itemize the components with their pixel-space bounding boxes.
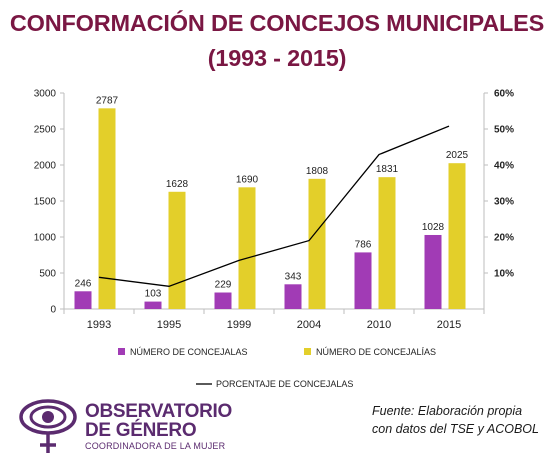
y-left-tick-label: 1000 (34, 233, 57, 244)
bar-concejalas (284, 284, 302, 309)
y-right-tick-label: 40% (494, 161, 514, 172)
data-label-concejalias: 1808 (306, 166, 329, 177)
source-note: Fuente: Elaboración propia con datos del… (372, 402, 542, 438)
line-porcentaje (98, 125, 450, 287)
x-tick-label: 1993 (87, 319, 111, 328)
data-label-concejalias: 1831 (376, 164, 399, 175)
y-right-tick-label: 50% (494, 125, 514, 136)
bar-concejalias (238, 187, 256, 309)
legend-label-concejalias: NÚMERO DE CONCEJALÍAS (316, 347, 436, 357)
x-tick-label: 1995 (157, 319, 181, 328)
observatorio-logo: OBSERVATORIO DE GÉNERO COORDINADORA DE L… (18, 397, 268, 457)
source-line-2: con datos del TSE y ACOBOL (372, 422, 539, 436)
data-label-concejalas: 229 (215, 280, 232, 291)
bar-concejalas (354, 252, 372, 309)
x-tick-label: 2015 (437, 319, 461, 328)
y-left-tick-label: 2000 (34, 161, 57, 172)
x-tick-label: 2010 (367, 319, 391, 328)
logo-line-3: COORDINADORA DE LA MUJER (85, 441, 226, 451)
data-label-concejalias: 1628 (166, 179, 189, 190)
chart-legend: NÚMERO DE CONCEJALAS NÚMERO DE CONCEJALÍA… (118, 347, 436, 389)
data-label-concejalas: 246 (75, 278, 92, 289)
logo-line-2: DE GÉNERO (85, 420, 197, 441)
data-label-concejalas: 103 (145, 289, 162, 300)
chart-subtitle: (1993 - 2015) (207, 45, 347, 71)
data-label-concejalias: 1690 (236, 174, 259, 185)
legend-label-concejalas: NÚMERO DE CONCEJALAS (130, 347, 248, 357)
logo-line-1: OBSERVATORIO (85, 401, 233, 422)
source-line-1: Fuente: Elaboración propia (372, 404, 523, 418)
eye-venus-logo-icon (19, 399, 77, 453)
data-label-concejalas: 786 (355, 239, 372, 250)
y-left-tick-label: 0 (50, 305, 56, 316)
y-right-tick-label: 10% (494, 269, 514, 280)
y-right-tick-label: 20% (494, 233, 514, 244)
bar-concejalias (308, 178, 326, 309)
combo-chart: 0 500 1000 1500 2000 2500 3000 10% 20% 30% 40% 50% 6… (34, 89, 514, 332)
y-right-tick-label: 60% (494, 89, 514, 100)
y-right-tick-label: 30% (494, 197, 514, 208)
data-label-concejalas: 1028 (422, 222, 445, 233)
bar-concejalas (214, 292, 232, 309)
chart-title: CONFORMACIÓN DE CONCEJOS MUNICIPALES (9, 10, 545, 36)
bar-concejalias (378, 177, 396, 309)
y-left-tick-label: 1500 (34, 197, 57, 208)
data-label-concejalias: 2787 (96, 95, 119, 106)
y-left-tick-label: 3000 (34, 89, 57, 100)
bar-concejalas (74, 291, 92, 309)
bar-concejalias (98, 108, 116, 309)
legend-label-porcentaje: PORCENTAJE DE CONCEJALAS (216, 379, 353, 389)
legend-swatch-concejalias (304, 348, 311, 355)
x-tick-label: 2004 (297, 319, 321, 328)
x-tick-label: 1999 (227, 319, 251, 328)
data-label-concejalas: 343 (285, 271, 302, 282)
data-label-concejalias: 2025 (446, 150, 469, 161)
y-left-tick-label: 2500 (34, 125, 57, 136)
legend-area: NÚMERO DE CONCEJALAS NÚMERO DE CONCEJALÍA… (0, 328, 554, 460)
legend-swatch-concejalas (118, 348, 125, 355)
y-left-tick-label: 500 (39, 269, 56, 280)
chart-area: 0 500 1000 1500 2000 2500 3000 10% 20% 30% 40% 50% 6… (0, 82, 554, 332)
bar-concejalias (448, 163, 466, 309)
bar-concejalias (168, 191, 186, 309)
bar-concejalas (424, 234, 442, 309)
bar-concejalas (144, 301, 162, 309)
